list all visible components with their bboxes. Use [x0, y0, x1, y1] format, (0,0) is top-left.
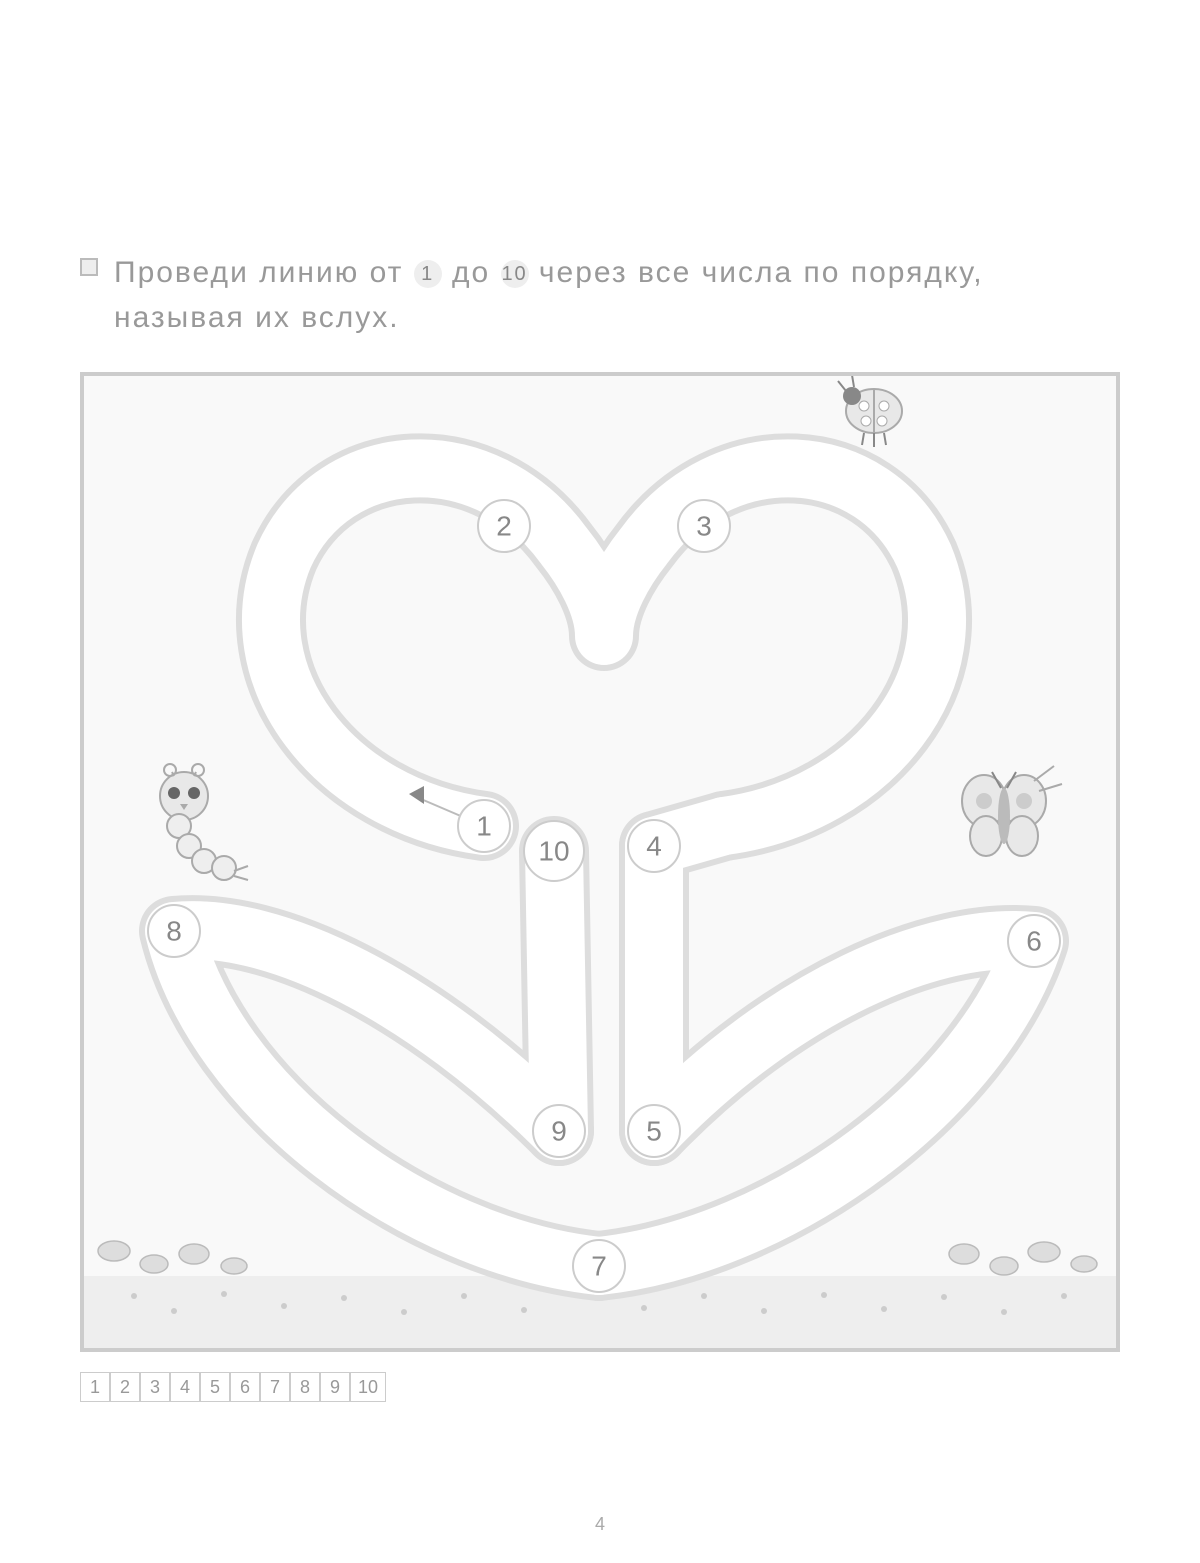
strip-cell-8: 8 [290, 1372, 320, 1402]
svg-text:4: 4 [646, 831, 662, 862]
strip-cell-3: 3 [140, 1372, 170, 1402]
strip-cell-5: 5 [200, 1372, 230, 1402]
ladybug-icon [838, 376, 902, 447]
strip-cell-1: 1 [80, 1372, 110, 1402]
strip-cell-6: 6 [230, 1372, 260, 1402]
butterfly-icon [962, 766, 1062, 856]
num-3: 3 [678, 500, 730, 552]
bullet-icon [80, 258, 98, 276]
svg-text:3: 3 [696, 511, 712, 542]
strip-cell-4: 4 [170, 1372, 200, 1402]
num-4: 4 [628, 820, 680, 872]
svg-text:8: 8 [166, 916, 182, 947]
strip-cell-7: 7 [260, 1372, 290, 1402]
instruction-block: Проведи линию от 1 до 10 через все числа… [80, 250, 1120, 340]
maze-frame: 1 2 3 4 5 6 7 8 9 10 [80, 372, 1120, 1352]
num-1: 1 [458, 800, 510, 852]
svg-text:7: 7 [591, 1251, 607, 1282]
strip-cell-9: 9 [320, 1372, 350, 1402]
svg-text:1: 1 [476, 811, 492, 842]
from-circle: 1 [414, 260, 442, 288]
instr-middle: до [452, 256, 501, 289]
caterpillar-icon [160, 764, 248, 880]
maze-path-inner [174, 468, 1034, 1266]
strip-cell-2: 2 [110, 1372, 140, 1402]
instr-prefix: Проведи линию от [114, 256, 414, 289]
svg-text:2: 2 [496, 511, 512, 542]
svg-text:6: 6 [1026, 926, 1042, 957]
num-9: 9 [533, 1105, 585, 1157]
svg-text:10: 10 [538, 836, 569, 867]
num-7: 7 [573, 1240, 625, 1292]
instruction-text: Проведи линию от 1 до 10 через все числа… [114, 250, 1120, 340]
to-circle: 10 [501, 260, 529, 288]
page-number: 4 [595, 1514, 605, 1535]
svg-text:9: 9 [551, 1116, 567, 1147]
num-10: 10 [524, 821, 584, 881]
num-6: 6 [1008, 915, 1060, 967]
maze-svg: 1 2 3 4 5 6 7 8 9 10 [84, 376, 1116, 1348]
num-8: 8 [148, 905, 200, 957]
strip-cell-10: 10 [350, 1372, 386, 1402]
svg-text:5: 5 [646, 1116, 662, 1147]
num-2: 2 [478, 500, 530, 552]
num-5: 5 [628, 1105, 680, 1157]
number-strip: 1 2 3 4 5 6 7 8 9 10 [80, 1372, 1120, 1402]
